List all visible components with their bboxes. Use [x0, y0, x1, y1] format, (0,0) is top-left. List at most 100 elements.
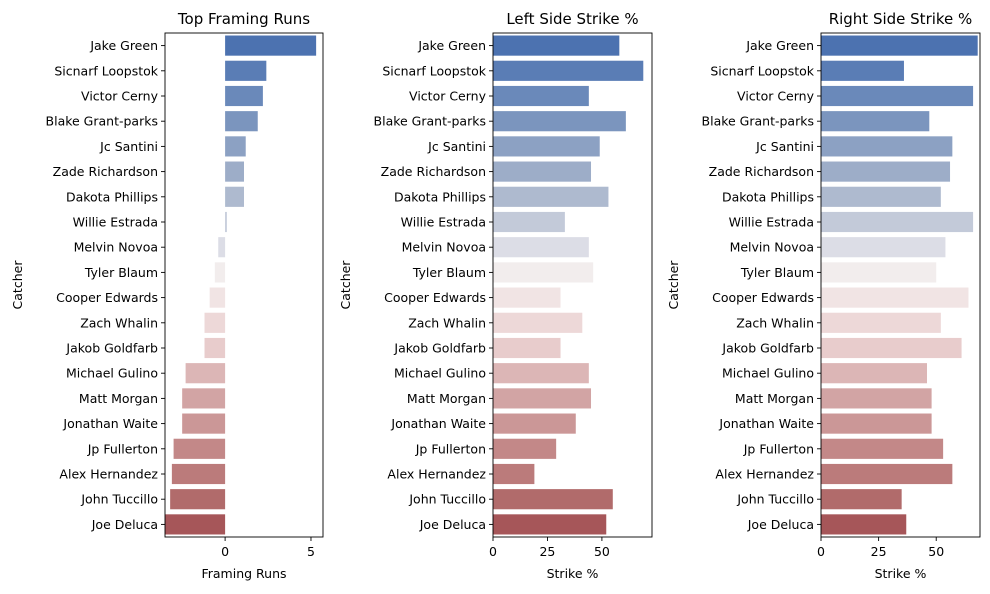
axes-frame-right-strike	[820, 32, 981, 538]
bar-framing-runs-2	[225, 85, 263, 107]
bar-framing-runs-17	[171, 463, 226, 485]
x-tick-label-left-strike: 0	[489, 544, 497, 559]
y-tick-label-framing-runs: Dakota Phillips	[66, 189, 158, 204]
bar-right-strike-3	[821, 111, 930, 132]
bar-left-strike-18	[493, 489, 613, 510]
y-tick-label-framing-runs: Jonathan Waite	[62, 416, 158, 431]
chart-title-framing-runs: Top Framing Runs	[177, 10, 310, 28]
bar-framing-runs-12	[204, 337, 226, 359]
chart-panel-left-strike: Jake Green Sicnarf Loopstok Victor Cerny Bl…	[338, 10, 653, 581]
y-tick-label-left-strike: Sicnarf Loopstok	[382, 63, 486, 78]
y-tick-label-left-strike: Jp Fullerton	[415, 441, 486, 456]
x-axis-label-left-strike: Strike %	[547, 566, 599, 581]
y-tick-label-right-strike: Sicnarf Loopstok	[710, 63, 814, 78]
y-tick-label-framing-runs: Jp Fullerton	[87, 441, 158, 456]
y-tick-label-right-strike: Michael Gulino	[722, 366, 814, 381]
bar-left-strike-16	[493, 438, 557, 459]
bar-framing-runs-14	[182, 388, 226, 409]
y-tick-label-left-strike: Victor Cerny	[409, 89, 487, 104]
y-tick-label-right-strike: John Tuccillo	[736, 492, 814, 507]
y-tick-label-framing-runs: Jake Green	[89, 38, 158, 53]
y-tick-label-right-strike: Joe Deluca	[747, 517, 814, 532]
bar-left-strike-5	[493, 161, 592, 182]
bar-left-strike-0	[493, 35, 620, 56]
x-tick-label-right-strike: 50	[928, 544, 944, 559]
y-tick-label-right-strike: Zade Richardson	[709, 164, 814, 179]
y-tick-label-left-strike: Willie Estrada	[401, 215, 486, 230]
bar-framing-runs-7	[225, 211, 227, 233]
y-tick-label-right-strike: Jakob Goldfarb	[721, 341, 814, 356]
y-tick-label-right-strike: Alex Hernandez	[715, 467, 814, 482]
y-tick-label-left-strike: Melvin Novoa	[402, 240, 486, 255]
y-tick-label-framing-runs: John Tuccillo	[80, 492, 158, 507]
x-tick-label-left-strike: 50	[594, 544, 610, 559]
bar-framing-runs-10	[209, 287, 226, 308]
x-tick-label-left-strike: 25	[539, 544, 555, 559]
y-tick-label-framing-runs: Sicnarf Loopstok	[54, 63, 158, 78]
y-tick-label-right-strike: Jp Fullerton	[743, 441, 814, 456]
y-tick-label-framing-runs: Willie Estrada	[73, 215, 158, 230]
bar-right-strike-7	[821, 211, 974, 233]
x-tick-label-right-strike: 25	[871, 544, 887, 559]
bar-left-strike-2	[493, 85, 589, 107]
bar-framing-runs-1	[225, 60, 267, 81]
bar-right-strike-11	[821, 312, 941, 333]
y-tick-label-left-strike: Cooper Edwards	[384, 290, 486, 305]
bar-left-strike-10	[493, 287, 561, 308]
bar-framing-runs-9	[214, 262, 226, 283]
y-axis-label-framing-runs: Catcher	[10, 260, 25, 310]
y-tick-label-framing-runs: Zade Richardson	[53, 164, 158, 179]
y-tick-label-left-strike: Zach Whalin	[408, 315, 486, 330]
bar-framing-runs-18	[170, 489, 226, 510]
bar-framing-runs-4	[225, 136, 246, 157]
bar-left-strike-8	[493, 237, 589, 258]
bar-right-strike-16	[821, 438, 944, 459]
y-tick-label-right-strike: Blake Grant-parks	[702, 114, 814, 129]
bar-left-strike-17	[493, 463, 535, 485]
bar-framing-runs-15	[182, 413, 226, 434]
y-tick-label-right-strike: Jake Green	[745, 38, 814, 53]
y-tick-label-framing-runs: Jakob Goldfarb	[65, 341, 158, 356]
y-axis-label-left-strike: Catcher	[338, 260, 353, 310]
chart-panel-framing-runs: Jake Green Sicnarf Loopstok Victor Cerny Bl…	[10, 10, 324, 581]
bar-right-strike-18	[821, 489, 902, 510]
x-tick-label-right-strike: 0	[817, 544, 825, 559]
y-tick-label-framing-runs: Tyler Blaum	[84, 265, 158, 280]
bar-framing-runs-3	[225, 111, 258, 132]
bar-left-strike-15	[493, 413, 576, 434]
axes-frame-left-strike	[492, 32, 653, 538]
y-tick-label-left-strike: Joe Deluca	[419, 517, 486, 532]
y-tick-label-right-strike: Tyler Blaum	[740, 265, 814, 280]
y-tick-label-right-strike: Cooper Edwards	[712, 290, 814, 305]
y-tick-label-left-strike: Dakota Phillips	[394, 189, 486, 204]
bar-right-strike-4	[821, 136, 953, 157]
y-tick-label-left-strike: John Tuccillo	[408, 492, 486, 507]
bar-framing-runs-5	[225, 161, 244, 182]
y-tick-label-left-strike: Jonathan Waite	[390, 416, 486, 431]
bar-right-strike-15	[821, 413, 932, 434]
bar-right-strike-6	[821, 186, 941, 207]
y-tick-label-right-strike: Dakota Phillips	[722, 189, 814, 204]
bar-left-strike-9	[493, 262, 594, 283]
y-tick-label-right-strike: Victor Cerny	[737, 89, 815, 104]
chart-title-right-strike: Right Side Strike %	[829, 10, 973, 28]
x-tick-label-framing-runs: 5	[307, 544, 315, 559]
y-tick-label-framing-runs: Blake Grant-parks	[46, 114, 158, 129]
bar-left-strike-6	[493, 186, 609, 207]
y-tick-label-right-strike: Zach Whalin	[736, 315, 814, 330]
y-tick-label-right-strike: Jonathan Waite	[718, 416, 814, 431]
y-tick-label-right-strike: Jc Santini	[755, 139, 814, 154]
bar-right-strike-12	[821, 337, 962, 359]
y-tick-label-framing-runs: Melvin Novoa	[74, 240, 158, 255]
bar-right-strike-0	[821, 35, 978, 56]
y-axis-label-right-strike: Catcher	[666, 260, 681, 310]
y-tick-label-left-strike: Tyler Blaum	[412, 265, 486, 280]
chart-title-left-strike: Left Side Strike %	[506, 10, 638, 28]
y-tick-label-right-strike: Matt Morgan	[735, 391, 814, 406]
y-tick-label-left-strike: Blake Grant-parks	[374, 114, 486, 129]
bar-framing-runs-6	[225, 186, 244, 207]
bar-framing-runs-11	[204, 312, 226, 333]
y-tick-label-framing-runs: Alex Hernandez	[59, 467, 158, 482]
y-tick-label-right-strike: Melvin Novoa	[730, 240, 814, 255]
